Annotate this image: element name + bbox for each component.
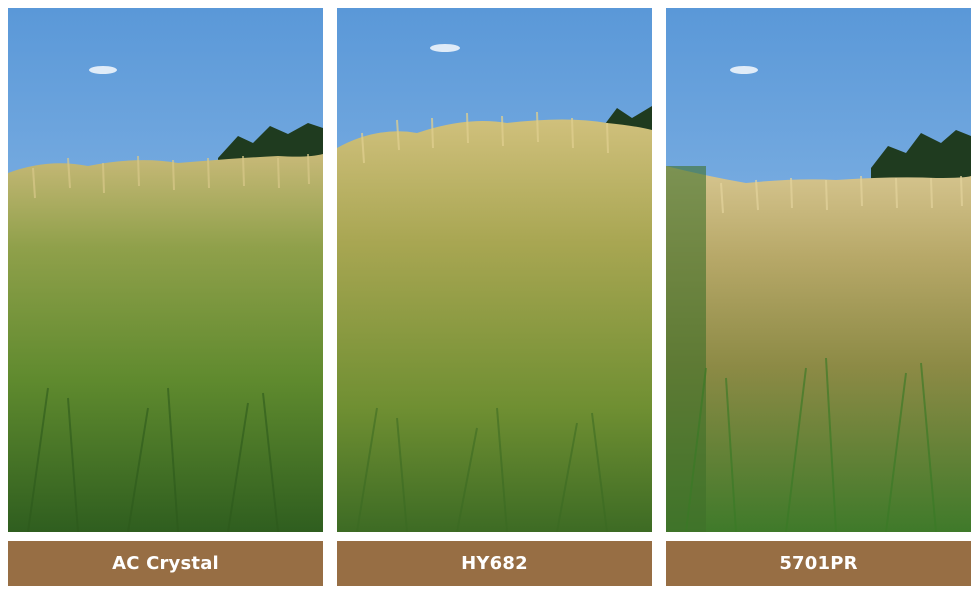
- wheat-field-illustration: [8, 8, 323, 532]
- wheat-field-photo: [8, 8, 323, 532]
- photo-panel-5701pr: 5701PR: [666, 8, 971, 586]
- wheat-field-photo: [337, 8, 652, 532]
- variety-label: 5701PR: [666, 541, 971, 586]
- wheat-field-illustration: [666, 8, 971, 532]
- variety-label: HY682: [337, 541, 652, 586]
- photo-panel-hy682: HY682: [337, 8, 652, 586]
- wheat-field-photo: [666, 8, 971, 532]
- photo-panel-ac-crystal: AC Crystal: [8, 8, 323, 586]
- wheat-field-illustration: [337, 8, 652, 532]
- variety-label: AC Crystal: [8, 541, 323, 586]
